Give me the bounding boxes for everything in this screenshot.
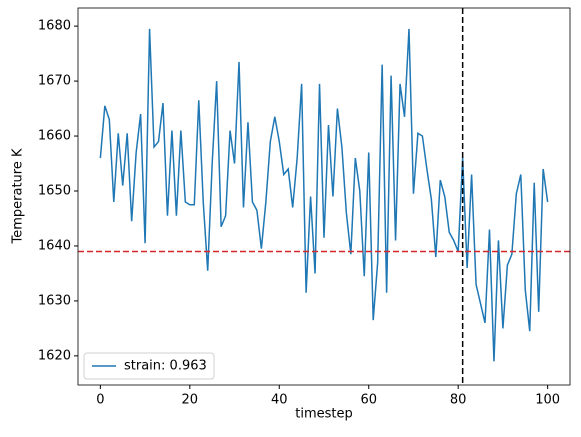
line-series <box>99 28 549 362</box>
x-tick-label: 20 <box>182 393 199 408</box>
y-tick-label: 1630 <box>38 293 71 308</box>
y-tick-label: 1670 <box>38 74 71 89</box>
y-axis-label: Temperature K <box>11 148 26 244</box>
x-tick-label: 0 <box>96 393 104 408</box>
plot-frame <box>77 7 571 386</box>
legend-label: strain: 0.963 <box>124 359 207 374</box>
y-tick-label: 1660 <box>38 129 71 144</box>
x-tick-label: 100 <box>535 393 560 408</box>
y-tick-label: 1640 <box>38 238 71 253</box>
y-tick-label: 1620 <box>38 348 71 363</box>
x-tick-label: 60 <box>360 393 377 408</box>
y-tick-label: 1680 <box>38 19 71 34</box>
legend-box <box>83 352 215 380</box>
x-tick-label: 40 <box>271 393 288 408</box>
x-axis-label: timestep <box>295 407 353 422</box>
y-tick-label: 1650 <box>38 184 71 199</box>
x-tick-label: 80 <box>450 393 467 408</box>
